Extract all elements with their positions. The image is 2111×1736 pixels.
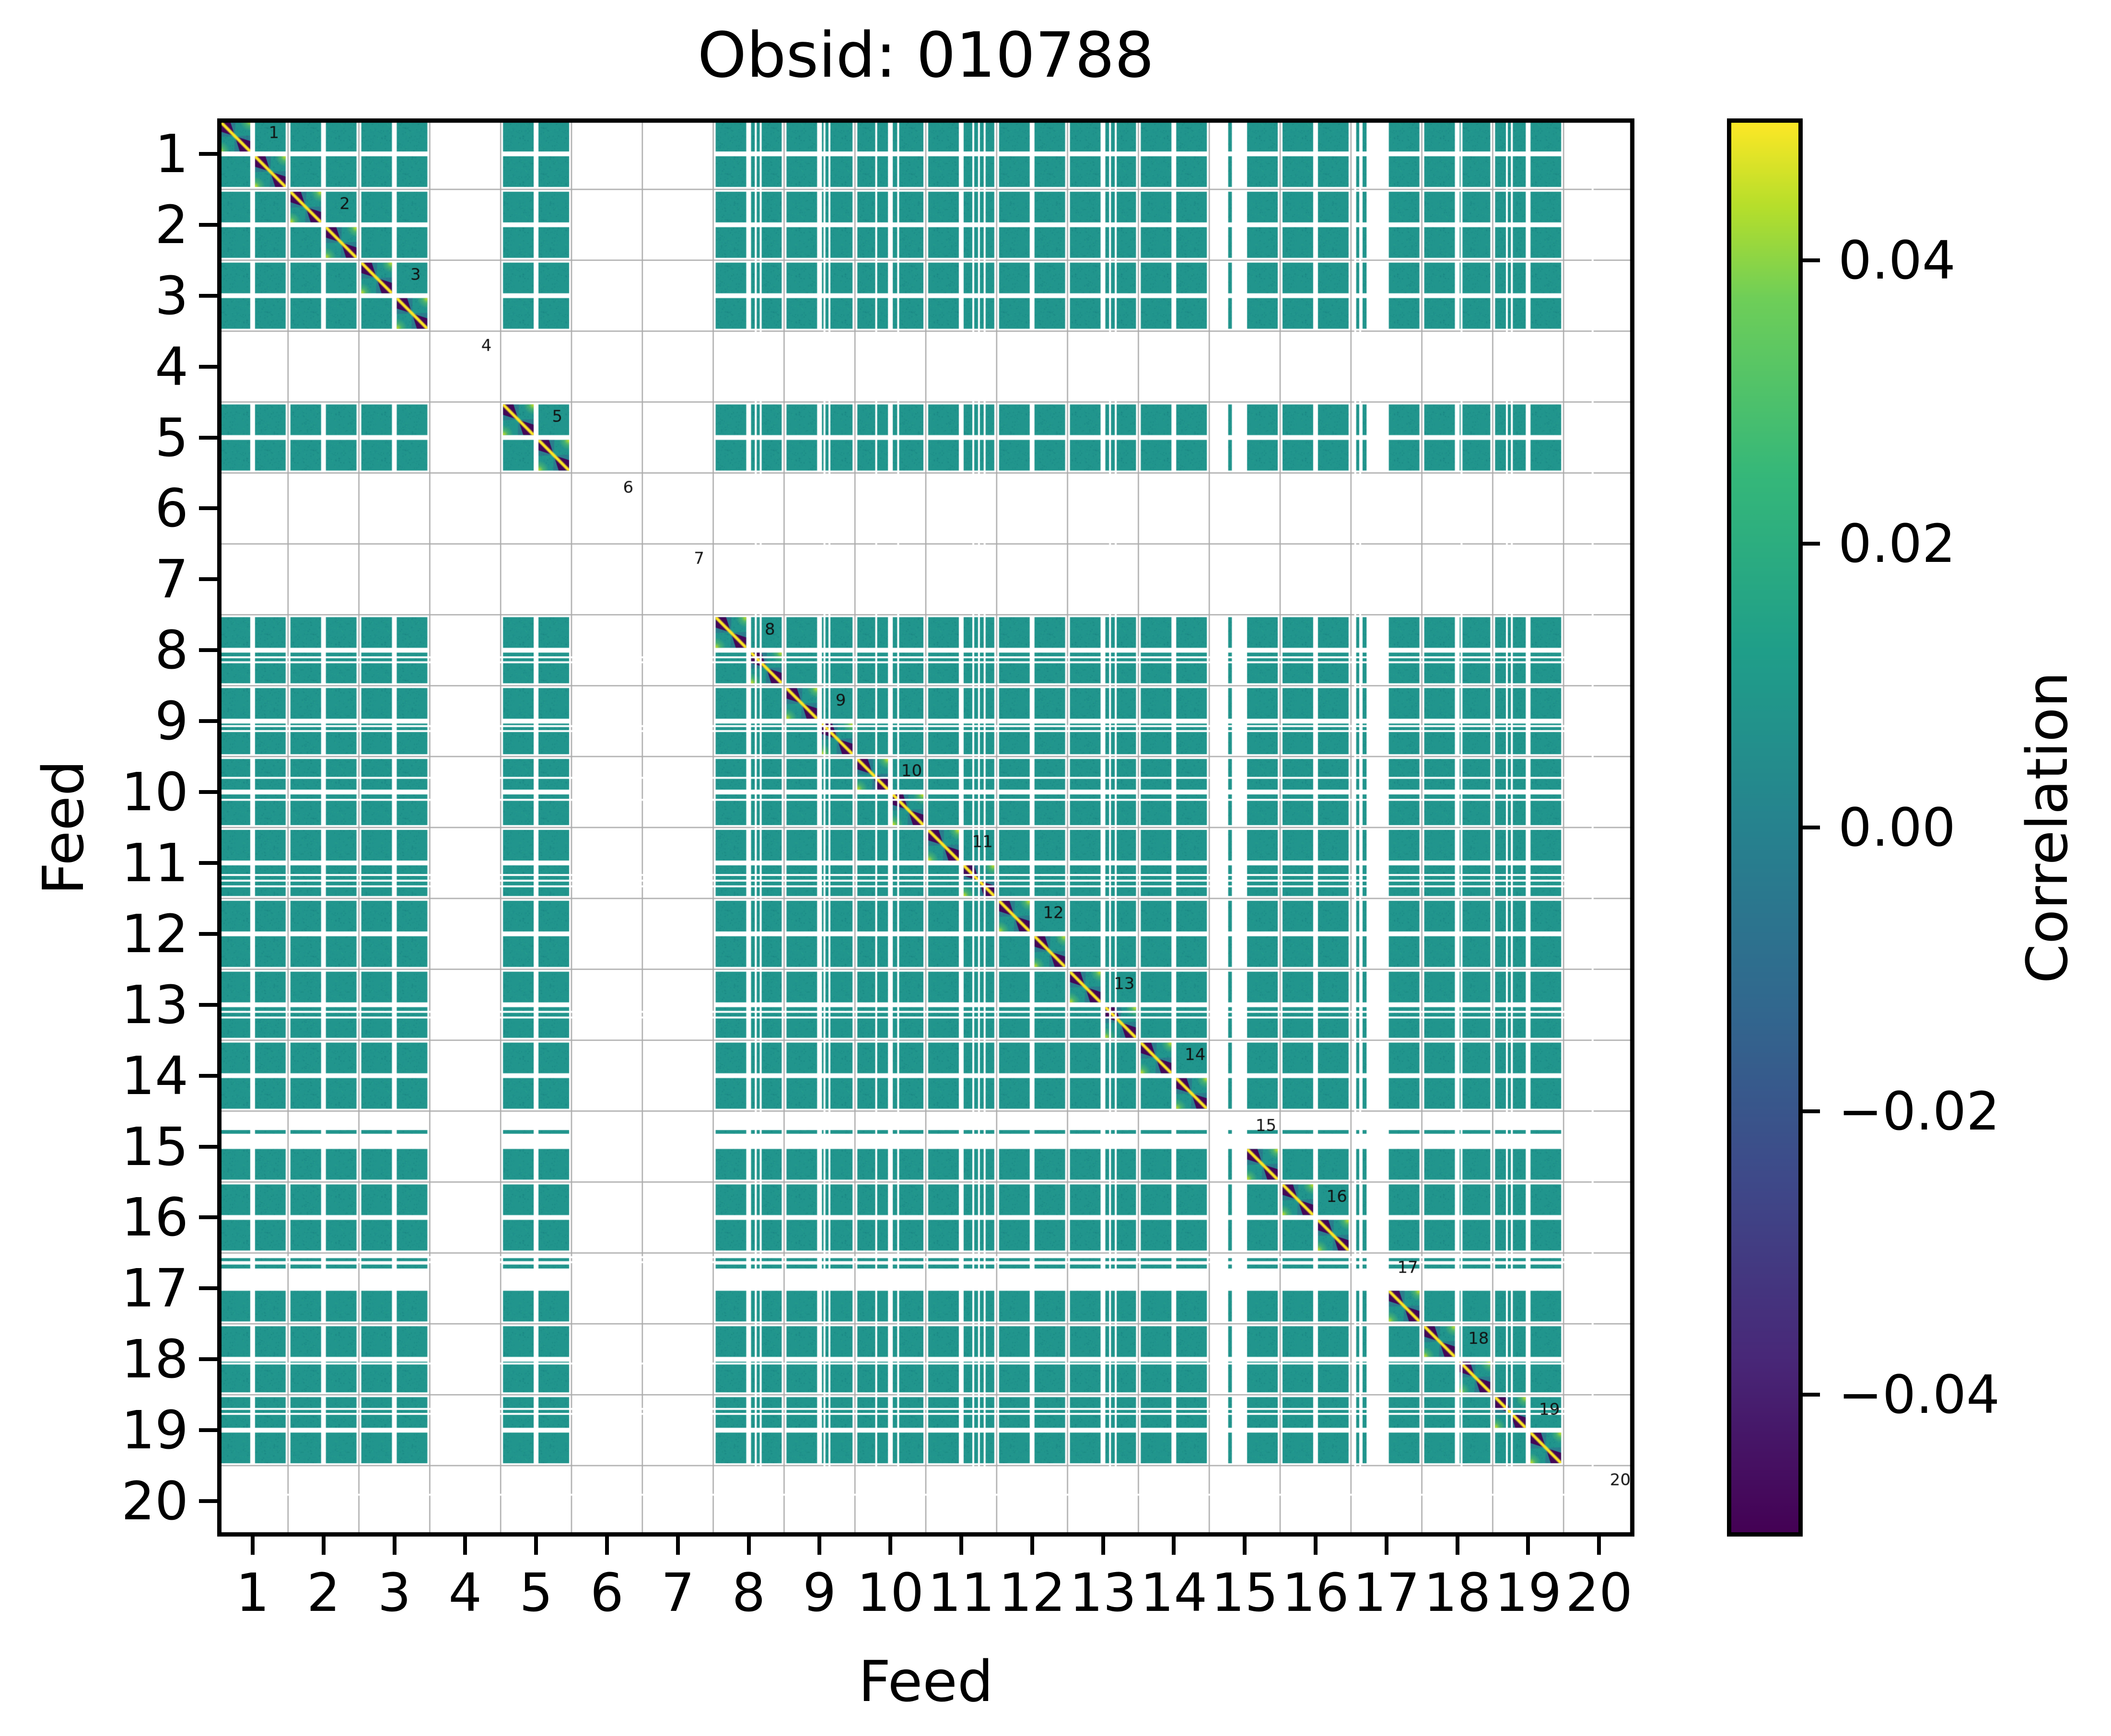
y-tick-mark [199, 719, 217, 723]
y-tick-label: 5 [0, 411, 188, 464]
colorbar-tick-mark [1803, 1393, 1820, 1397]
y-tick-label: 7 [0, 553, 188, 606]
x-tick-label: 5 [519, 1566, 553, 1619]
x-tick-mark [1101, 1537, 1105, 1555]
x-tick-label: 18 [1424, 1566, 1491, 1619]
y-tick-mark [199, 861, 217, 865]
x-tick-mark [251, 1537, 255, 1555]
y-tick-label: 6 [0, 482, 188, 535]
colorbar-tick-mark [1803, 1109, 1820, 1113]
x-tick-label: 4 [448, 1566, 482, 1619]
x-tick-mark [747, 1537, 751, 1555]
x-tick-mark [959, 1537, 963, 1555]
y-tick-mark [199, 1215, 217, 1219]
y-tick-mark [199, 223, 217, 227]
x-tick-mark [1526, 1537, 1530, 1555]
x-tick-mark [1030, 1537, 1034, 1555]
x-tick-mark [1314, 1537, 1318, 1555]
x-tick-mark [888, 1537, 892, 1555]
y-tick-label: 2 [0, 198, 188, 251]
y-tick-mark [199, 1074, 217, 1078]
x-tick-mark [817, 1537, 821, 1555]
colorbar-tick-label: 0.04 [1838, 234, 1956, 287]
y-tick-mark [199, 1145, 217, 1149]
colorbar-tick-label: 0.02 [1838, 517, 1956, 570]
y-tick-label: 17 [0, 1262, 188, 1315]
y-axis-label: Feed [30, 760, 96, 895]
y-tick-mark [199, 1357, 217, 1361]
y-tick-label: 13 [0, 979, 188, 1031]
colorbar-label: Correlation [2014, 672, 2080, 984]
y-tick-label: 14 [0, 1049, 188, 1102]
x-tick-label: 14 [1140, 1566, 1207, 1619]
x-tick-label: 13 [1070, 1566, 1137, 1619]
x-tick-label: 20 [1565, 1566, 1633, 1619]
x-tick-mark [1385, 1537, 1388, 1555]
x-tick-label: 12 [999, 1566, 1066, 1619]
x-tick-label: 16 [1282, 1566, 1349, 1619]
colorbar-tick-label: 0.00 [1838, 801, 1956, 854]
x-tick-label: 19 [1494, 1566, 1562, 1619]
y-tick-mark [199, 294, 217, 298]
y-tick-label: 12 [0, 908, 188, 960]
x-axis-label: Feed [217, 1653, 1634, 1710]
y-tick-mark [199, 1003, 217, 1007]
heatmap-canvas [217, 118, 1634, 1537]
x-tick-label: 1 [236, 1566, 269, 1619]
colorbar-tick-mark [1803, 826, 1820, 829]
y-tick-mark [199, 1499, 217, 1503]
x-tick-label: 17 [1353, 1566, 1420, 1619]
x-tick-mark [1243, 1537, 1247, 1555]
x-tick-label: 9 [803, 1566, 836, 1619]
y-tick-mark [199, 577, 217, 581]
page-title: Obsid: 010788 [217, 24, 1634, 86]
y-tick-label: 4 [0, 340, 188, 393]
y-tick-label: 9 [0, 695, 188, 747]
y-tick-mark [199, 1286, 217, 1290]
x-tick-label: 3 [378, 1566, 411, 1619]
x-tick-label: 15 [1211, 1566, 1278, 1619]
x-tick-mark [393, 1537, 397, 1555]
colorbar-tick-label: −0.02 [1838, 1085, 2000, 1138]
x-tick-mark [605, 1537, 609, 1555]
y-tick-label: 3 [0, 269, 188, 322]
x-tick-label: 8 [732, 1566, 766, 1619]
y-tick-label: 8 [0, 624, 188, 676]
y-tick-label: 20 [0, 1475, 188, 1527]
figure: Obsid: 010788 1 2 3 4 5 6 7 8 9 10 11 12 13 14 15 16 17 1… [0, 0, 2111, 1736]
colorbar-tick-label: −0.04 [1838, 1368, 2000, 1421]
y-tick-mark [199, 648, 217, 652]
x-tick-mark [1597, 1537, 1601, 1555]
x-tick-label: 7 [661, 1566, 695, 1619]
y-tick-mark [199, 506, 217, 510]
y-tick-mark [199, 365, 217, 369]
y-tick-label: 1 [0, 128, 188, 180]
x-tick-label: 2 [307, 1566, 340, 1619]
y-tick-mark [199, 436, 217, 440]
y-tick-mark [199, 932, 217, 936]
x-tick-mark [1456, 1537, 1459, 1555]
y-tick-label: 18 [0, 1333, 188, 1386]
y-tick-mark [199, 152, 217, 156]
x-tick-label: 11 [928, 1566, 995, 1619]
colorbar-tick-mark [1803, 542, 1820, 546]
x-tick-mark [534, 1537, 538, 1555]
y-tick-mark [199, 790, 217, 794]
y-tick-label: 19 [0, 1404, 188, 1456]
x-tick-label: 10 [857, 1566, 924, 1619]
y-tick-mark [199, 1428, 217, 1432]
x-tick-mark [676, 1537, 680, 1555]
colorbar [1727, 118, 1803, 1537]
x-tick-mark [322, 1537, 326, 1555]
x-tick-label: 6 [590, 1566, 624, 1619]
x-tick-mark [1172, 1537, 1176, 1555]
y-tick-label: 15 [0, 1120, 188, 1173]
x-tick-mark [463, 1537, 467, 1555]
y-tick-label: 16 [0, 1191, 188, 1244]
colorbar-tick-mark [1803, 258, 1820, 262]
